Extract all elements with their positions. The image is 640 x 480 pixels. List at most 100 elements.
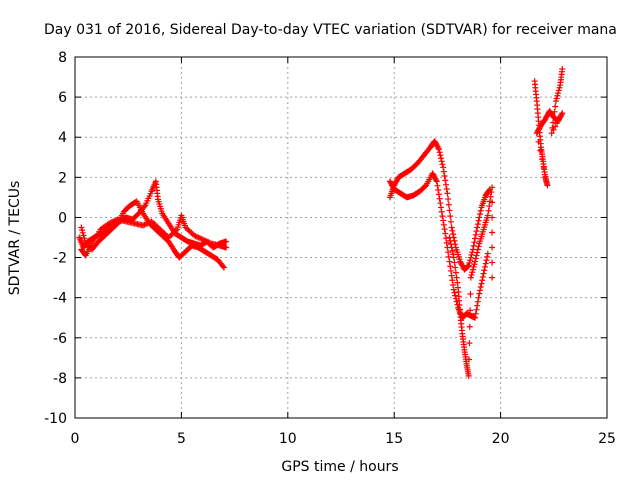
data-point xyxy=(476,214,483,221)
data-point xyxy=(485,207,492,214)
data-point xyxy=(479,277,486,284)
data-point xyxy=(486,203,493,210)
data-point xyxy=(544,182,551,189)
data-point xyxy=(477,207,484,214)
data-point xyxy=(471,261,478,268)
series-track-4 xyxy=(386,138,493,273)
data-point xyxy=(449,227,456,234)
data-point xyxy=(435,187,442,194)
data-point xyxy=(474,224,481,231)
x-tick-label: 20 xyxy=(492,431,510,447)
data-point xyxy=(471,239,478,246)
data-point xyxy=(442,230,449,237)
data-point xyxy=(474,249,481,256)
data-point xyxy=(445,201,452,208)
data-point xyxy=(452,264,459,271)
data-point xyxy=(79,229,86,236)
data-point xyxy=(473,306,480,313)
data-point xyxy=(467,307,474,314)
data-point xyxy=(489,244,496,251)
data-point xyxy=(467,254,474,261)
data-point xyxy=(448,244,455,251)
data-point xyxy=(449,277,456,284)
y-tick-label: 0 xyxy=(58,210,67,226)
data-point xyxy=(481,263,488,270)
data-point xyxy=(440,217,447,224)
data-point xyxy=(477,287,484,294)
data-point xyxy=(555,116,562,123)
y-tick-label: -4 xyxy=(53,291,67,307)
data-point xyxy=(482,260,489,267)
data-point xyxy=(434,182,441,189)
series-track-7 xyxy=(531,66,566,189)
data-point xyxy=(475,217,482,224)
data-point xyxy=(447,218,454,225)
data-point xyxy=(474,298,481,305)
data-point xyxy=(542,173,549,180)
data-point xyxy=(472,314,479,321)
data-point xyxy=(540,164,547,171)
data-point xyxy=(489,274,496,281)
data-point xyxy=(539,156,546,163)
data-point xyxy=(223,244,230,251)
data-point xyxy=(435,144,442,151)
x-tick-label: 0 xyxy=(71,431,80,447)
y-tick-label: 6 xyxy=(58,90,67,106)
data-point xyxy=(219,263,226,270)
data-point xyxy=(441,226,448,233)
y-tick-label: 4 xyxy=(58,130,67,146)
data-point xyxy=(466,323,473,330)
data-point xyxy=(559,110,566,117)
data-point xyxy=(467,274,474,281)
data-point xyxy=(468,251,475,258)
data-point xyxy=(470,263,477,270)
data-point xyxy=(439,161,446,168)
chart-title: Day 031 of 2016, Sidereal Day-to-day VTE… xyxy=(44,22,617,38)
data-point xyxy=(442,181,449,188)
data-point xyxy=(472,310,479,317)
data-point xyxy=(472,255,479,262)
data-point xyxy=(443,239,450,246)
data-point xyxy=(445,249,452,256)
data-point xyxy=(559,66,566,73)
data-point xyxy=(553,120,560,127)
series-track-6 xyxy=(446,184,496,379)
data-point xyxy=(469,266,476,273)
data-point xyxy=(473,228,480,235)
data-point xyxy=(481,267,488,274)
x-axis-label: GPS time / hours xyxy=(281,459,398,475)
data-point xyxy=(555,87,562,94)
data-point xyxy=(438,204,445,211)
data-point xyxy=(472,231,479,238)
data-point xyxy=(441,172,448,179)
data-point xyxy=(475,243,482,250)
data-point xyxy=(549,124,556,131)
data-point xyxy=(438,155,445,162)
data-point xyxy=(447,267,454,274)
y-tick-label: 2 xyxy=(58,170,67,186)
data-point xyxy=(447,213,454,220)
data-point xyxy=(555,90,562,97)
data-point xyxy=(439,213,446,220)
data-point xyxy=(447,237,454,244)
data-point xyxy=(537,147,544,154)
data-point xyxy=(472,258,479,265)
y-tick-label: -2 xyxy=(53,251,67,267)
data-point xyxy=(220,264,227,271)
data-point xyxy=(81,237,88,244)
data-point xyxy=(476,290,483,297)
data-point xyxy=(477,283,484,290)
x-tick-label: 15 xyxy=(385,431,403,447)
data-point xyxy=(454,279,461,286)
data-point xyxy=(477,211,484,218)
data-point xyxy=(483,257,490,264)
data-point xyxy=(433,177,440,184)
data-point xyxy=(473,252,480,259)
data-point xyxy=(440,168,447,175)
data-point xyxy=(487,193,494,200)
x-tick-label: 25 xyxy=(598,431,616,447)
data-point xyxy=(438,208,445,215)
plot-frame xyxy=(74,56,608,419)
data-point xyxy=(474,302,481,309)
